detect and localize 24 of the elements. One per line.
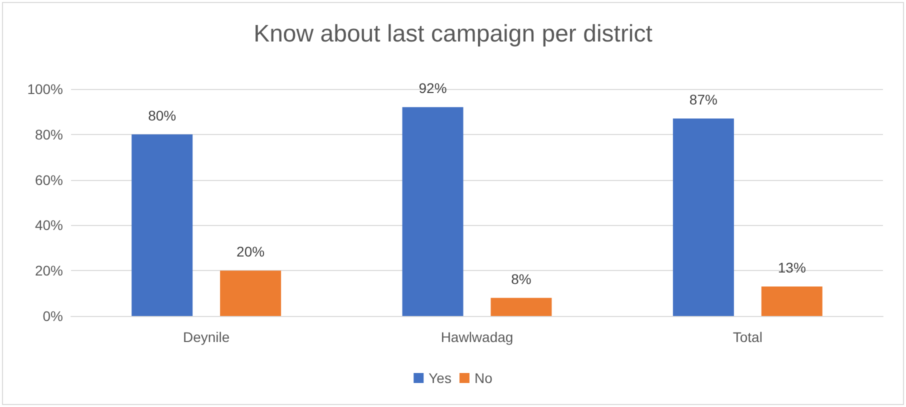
data-label: 92% <box>418 80 447 96</box>
bar <box>132 134 193 316</box>
data-label: 13% <box>778 259 806 276</box>
y-tick-label: 60% <box>34 172 63 188</box>
chart-title: Know about last campaign per district <box>254 20 653 48</box>
x-tick-label: Deynile <box>182 329 230 345</box>
legend-label: No <box>474 370 493 386</box>
data-label: 20% <box>236 244 265 260</box>
x-tick-label: Hawlwadag <box>440 329 514 345</box>
y-tick-label: 20% <box>34 262 63 279</box>
y-tick-label: 0% <box>42 308 63 324</box>
bar <box>220 270 282 316</box>
y-tick-label: 40% <box>34 217 63 234</box>
bar <box>672 118 734 316</box>
data-label: 87% <box>689 92 718 108</box>
data-label: 80% <box>148 107 176 124</box>
legend-label: Yes <box>428 370 452 386</box>
y-tick-label: 100% <box>27 81 63 97</box>
bar <box>402 107 464 316</box>
x-tick-label: Total <box>732 329 762 345</box>
y-tick-label: 80% <box>34 126 63 142</box>
data-label: 8% <box>511 270 532 287</box>
bar <box>490 298 552 316</box>
bar <box>761 286 822 316</box>
